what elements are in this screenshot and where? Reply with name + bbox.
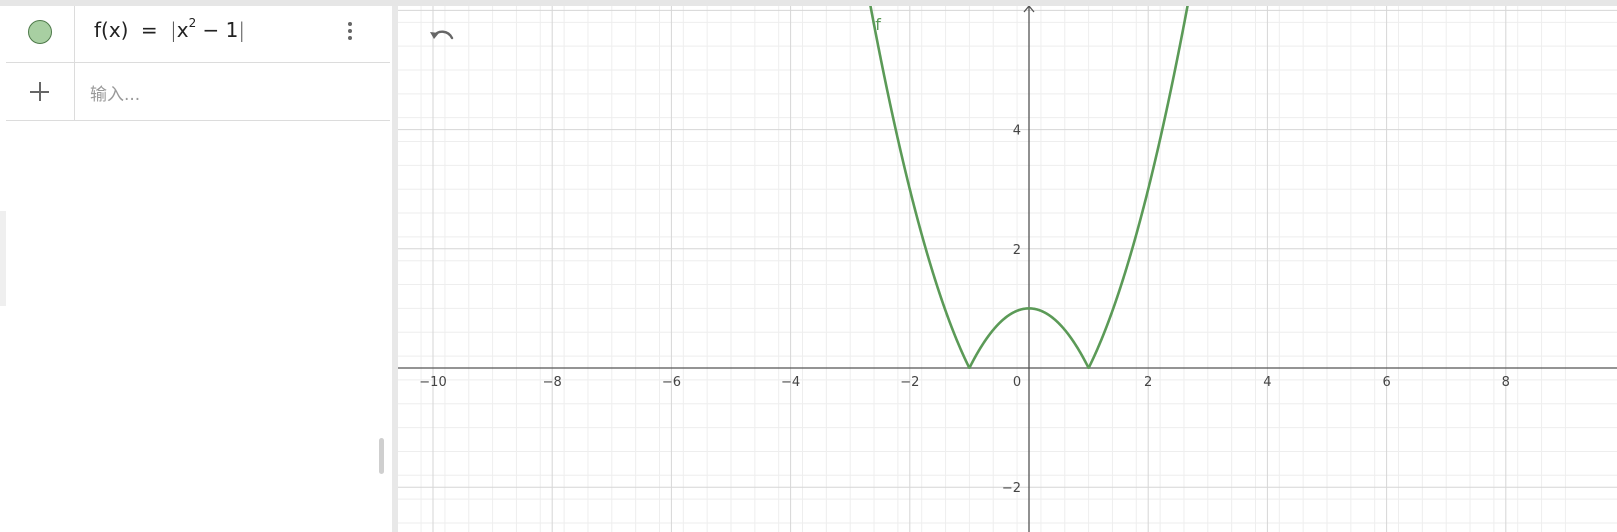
color-marble-icon[interactable] <box>28 20 52 44</box>
y-tick-label: 4 <box>1013 124 1021 139</box>
more-options-icon[interactable] <box>346 20 354 44</box>
function-name: f(x) <box>94 18 129 42</box>
x-tick-label: 2 <box>1144 375 1152 390</box>
panel-resize-handle[interactable] <box>379 438 384 474</box>
x-tick-label: −8 <box>543 375 562 390</box>
top-border <box>0 0 1617 6</box>
x-tick-label: −6 <box>662 375 681 390</box>
graph-canvas[interactable]: −10 −8 −6 −4 −2 0 2 4 6 8 −2 2 4 f <box>398 6 1617 532</box>
abs-bar-left-icon: | <box>169 18 177 42</box>
y-tick-label: 2 <box>1013 243 1021 258</box>
function-rest: − 1 <box>196 18 239 42</box>
x-tick-label: 4 <box>1263 375 1271 390</box>
panel-edge <box>0 211 6 306</box>
function-definition[interactable]: f(x) = |x2 − 1| <box>94 16 246 42</box>
x-tick-label: 6 <box>1382 375 1390 390</box>
x-tick-label: 8 <box>1502 375 1510 390</box>
abs-bar-right-icon: | <box>238 18 246 42</box>
input-row[interactable]: 输入... <box>6 63 390 121</box>
algebra-row-f[interactable]: f(x) = |x2 − 1| <box>6 6 390 63</box>
x-tick-label: −2 <box>900 375 919 390</box>
function-label: f <box>875 15 881 34</box>
x-tick-label: −4 <box>781 375 800 390</box>
view-divider[interactable] <box>392 6 398 532</box>
equals-sign: = <box>140 18 158 42</box>
visibility-toggle[interactable] <box>6 6 75 62</box>
undo-icon[interactable] <box>428 26 456 48</box>
function-curve-f[interactable] <box>838 6 1219 369</box>
function-exponent: 2 <box>188 16 197 31</box>
add-item-icon[interactable] <box>6 63 75 120</box>
input-bar[interactable]: 输入... <box>90 85 141 105</box>
function-base: x <box>176 18 189 42</box>
x-tick-label: −10 <box>419 375 446 390</box>
graphics-view[interactable]: −10 −8 −6 −4 −2 0 2 4 6 8 −2 2 4 f <box>398 6 1617 532</box>
x-tick-label: 0 <box>1013 375 1021 390</box>
y-axis-arrow <box>1023 6 1035 13</box>
algebra-view: f(x) = |x2 − 1| 输入... <box>0 6 392 532</box>
y-tick-label: −2 <box>1002 481 1021 496</box>
